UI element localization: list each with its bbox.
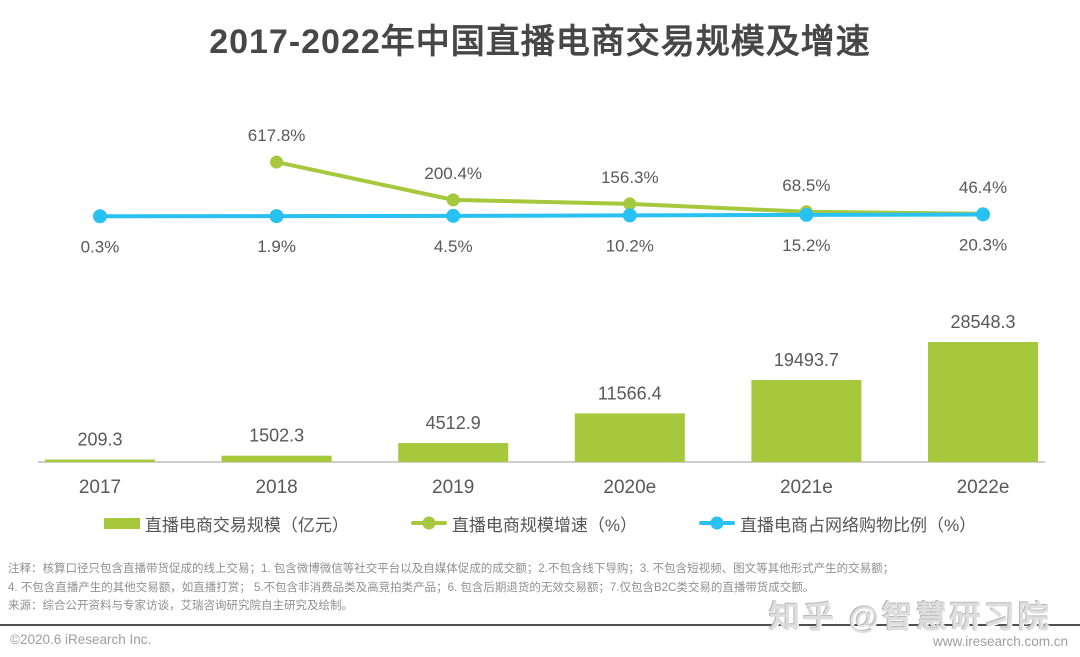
bar-value-label: 4512.9 <box>426 413 481 433</box>
bar-2018 <box>221 455 332 462</box>
x-tick-label: 2017 <box>79 477 121 498</box>
copyright-label: ©2020.6 iResearch Inc. <box>10 632 152 647</box>
bar-2022e <box>928 342 1038 462</box>
ratio-point <box>799 207 814 222</box>
x-tick-label: 2022e <box>957 477 1010 498</box>
note-line-2: 4. 不包含直播产生的其他交易额，如直播打赏； 5.不包含非消费品类及高竞拍类产… <box>8 581 815 594</box>
x-tick-label: 2020e <box>603 477 656 498</box>
ratio-value-label: 10.2% <box>606 236 654 255</box>
legend-item-2: 直播电商占网络购物比例（%） <box>699 511 976 536</box>
ratio-value-label: 0.3% <box>81 237 120 256</box>
growth-value-label: 156.3% <box>601 168 659 187</box>
legend-label: 直播电商交易规模（亿元） <box>144 515 349 535</box>
chart-legend: 直播电商交易规模（亿元） 直播电商规模增速（%） 直播电商占网络购物比例（%） <box>0 509 1080 537</box>
bar-2021e <box>751 380 862 462</box>
growth-point <box>446 193 460 207</box>
legend-label: 直播电商规模增速（%） <box>451 515 637 535</box>
growth-value-label: 68.5% <box>782 176 830 195</box>
legend-dot-icon <box>710 516 724 530</box>
bar-value-label: 209.3 <box>77 430 122 450</box>
legend-item-1: 直播电商规模增速（%） <box>410 511 637 536</box>
legend-label: 直播电商占网络购物比例（%） <box>740 515 977 535</box>
growth-point <box>623 197 637 211</box>
bar-value-label: 1502.3 <box>249 426 304 446</box>
bar-2017 <box>45 459 155 462</box>
ratio-point <box>93 209 107 224</box>
x-tick-label: 2019 <box>432 477 474 498</box>
ratio-point <box>622 208 637 223</box>
ratio-point <box>269 209 284 224</box>
legend-dot-icon <box>422 516 436 530</box>
bar-value-label: 19493.7 <box>774 350 839 370</box>
bar-value-label: 28548.3 <box>950 312 1015 332</box>
ratio-point <box>976 207 990 222</box>
ratio-value-label: 15.2% <box>782 236 830 255</box>
ratio-point <box>446 208 461 223</box>
legend-item-0: 直播电商交易规模（亿元） <box>103 511 349 536</box>
chart-title: 2017-2022年中国直播电商交易规模及增速 <box>209 23 871 61</box>
footer-divider <box>0 624 1080 626</box>
legend-bar-swatch <box>103 517 140 529</box>
x-tick-label: 2021e <box>780 477 833 498</box>
growth-point <box>270 155 284 169</box>
chart-notes: 注释：核算口径只包含直播带货促成的线上交易；1. 包含微博微信等社交平台以及自媒… <box>8 560 1072 616</box>
growth-value-label: 617.8% <box>248 126 306 145</box>
growth-value-label: 46.4% <box>959 178 1007 197</box>
x-tick-label: 2018 <box>255 477 297 498</box>
legend-line-dot-swatch <box>410 516 447 530</box>
ratio-value-label: 4.5% <box>434 237 473 256</box>
website-url: www.iresearch.com.cn <box>932 634 1068 649</box>
bar-value-label: 11566.4 <box>598 383 662 403</box>
bar-2020e <box>574 413 685 462</box>
note-line-1: 注释：核算口径只包含直播带货促成的线上交易；1. 包含微博微信等社交平台以及自媒… <box>8 563 895 575</box>
note-source: 来源：综合公开资料与专家访谈，艾瑞咨询研究院自主研究及绘制。 <box>8 600 353 612</box>
ratio-value-label: 20.3% <box>959 235 1007 254</box>
ratio-value-label: 1.9% <box>257 237 296 256</box>
legend-line-dot-swatch <box>699 516 735 530</box>
growth-value-label: 200.4% <box>424 164 482 183</box>
bar-2019 <box>398 443 509 462</box>
watermark: 知乎 @智慧研习院 <box>769 600 1052 635</box>
ratio-line <box>99 212 984 219</box>
